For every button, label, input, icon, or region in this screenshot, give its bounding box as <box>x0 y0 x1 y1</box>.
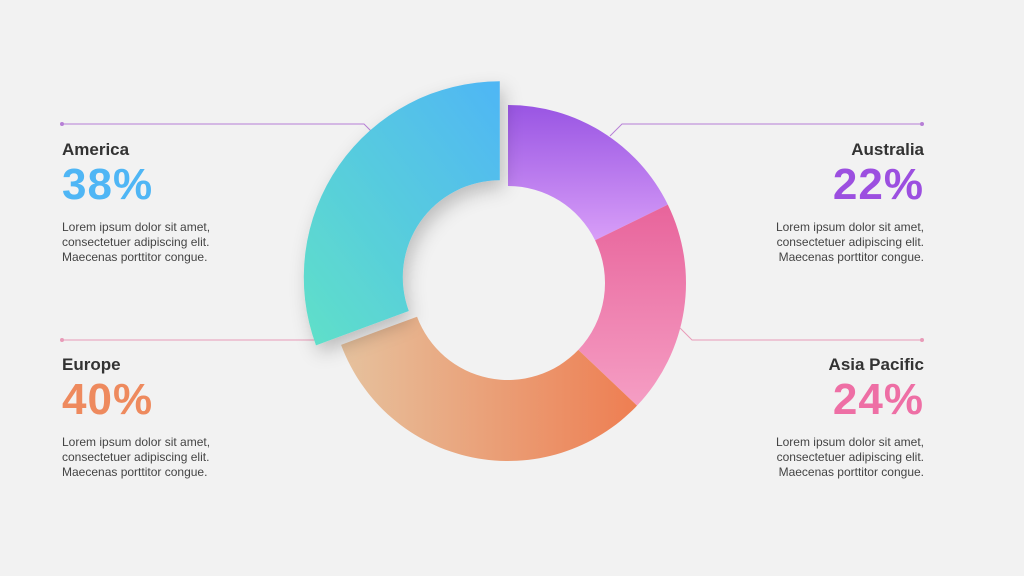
value-asia-pacific: 24% <box>832 375 924 424</box>
legend-america: America 38% Lorem ipsum dolor sit amet, … <box>62 140 302 265</box>
legend-asia-pacific: Asia Pacific 24% Lorem ipsum dolor sit a… <box>684 355 924 480</box>
value-australia: 22% <box>832 160 924 209</box>
legend-europe: Europe 40% Lorem ipsum dolor sit amet, c… <box>62 355 302 480</box>
connector-dot-america <box>60 122 64 126</box>
connector-dot-australia <box>920 122 924 126</box>
slice-australia <box>508 105 668 241</box>
value-europe: 40% <box>62 375 154 424</box>
connector-asia-pacific <box>679 327 922 341</box>
label-asia-pacific: Asia Pacific <box>828 355 924 374</box>
connector-dot-asia-pacific <box>920 338 924 342</box>
value-america: 38% <box>62 160 154 209</box>
description-america: Lorem ipsum dolor sit amet, consectetuer… <box>62 220 211 264</box>
legend-australia: Australia 22% Lorem ipsum dolor sit amet… <box>684 140 924 265</box>
connector-australia <box>609 123 922 137</box>
description-europe: Lorem ipsum dolor sit amet, consectetuer… <box>62 435 211 479</box>
connector-dot-europe <box>60 338 64 342</box>
label-australia: Australia <box>851 140 924 159</box>
slice-america <box>303 81 500 346</box>
slice-asia-pacific <box>578 204 687 406</box>
label-america: America <box>62 140 130 159</box>
description-australia: Lorem ipsum dolor sit amet, consectetuer… <box>775 220 924 264</box>
description-asia-pacific: Lorem ipsum dolor sit amet, consectetuer… <box>775 435 924 479</box>
connector-europe <box>62 325 337 341</box>
label-europe: Europe <box>62 355 121 374</box>
slice-europe <box>341 316 638 462</box>
connector-america <box>62 123 377 137</box>
